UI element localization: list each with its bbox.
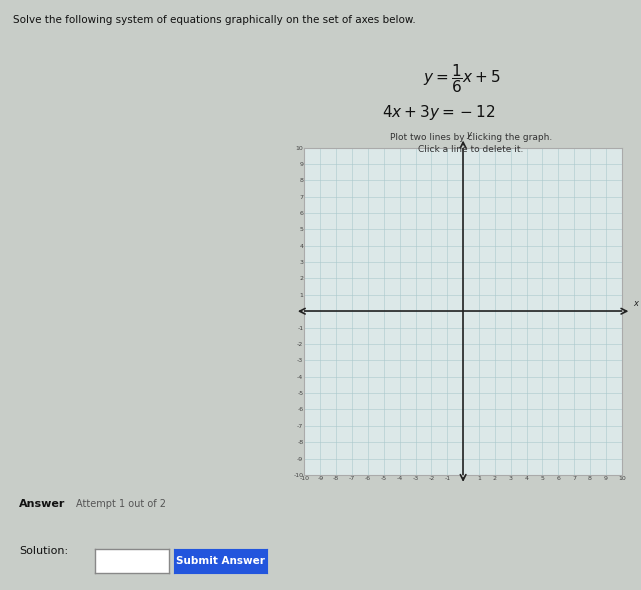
Text: Solve the following system of equations graphically on the set of axes below.: Solve the following system of equations … [13, 15, 415, 25]
Text: x: x [633, 299, 638, 307]
Text: Plot two lines by clicking the graph.: Plot two lines by clicking the graph. [390, 133, 553, 142]
Text: Click a line to delete it.: Click a line to delete it. [419, 145, 524, 153]
Text: y: y [466, 130, 471, 139]
Text: $4x + 3y = -12$: $4x + 3y = -12$ [383, 103, 495, 122]
Text: $y = \dfrac{1}{6}x + 5$: $y = \dfrac{1}{6}x + 5$ [422, 62, 501, 95]
Text: Answer: Answer [19, 499, 65, 509]
Text: Attempt 1 out of 2: Attempt 1 out of 2 [76, 499, 165, 509]
Text: Solution:: Solution: [19, 546, 69, 556]
Text: Submit Answer: Submit Answer [176, 556, 265, 566]
